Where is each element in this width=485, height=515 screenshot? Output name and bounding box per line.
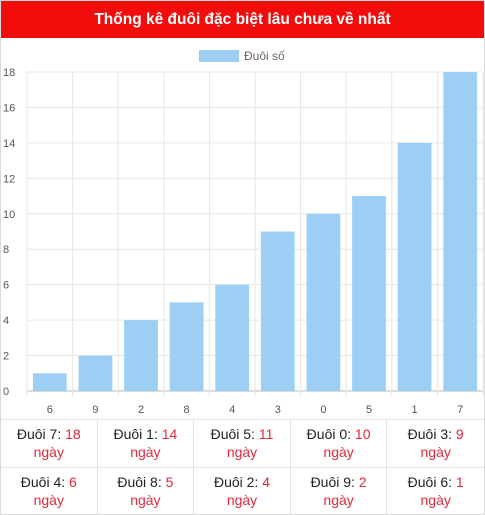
legend-label: Đuôi số [244,49,285,63]
stat-cell: Đuôi 7: 18 ngày [1,419,98,467]
stat-value: 6 [69,473,77,490]
y-tick-label: 4 [3,315,9,327]
stat-unit: ngày [33,491,64,508]
y-tick-label: 16 [3,102,15,114]
y-tick-label: 12 [3,173,15,185]
stat-label: Đuôi 1: [113,426,162,443]
stat-label: Đuôi 2: [213,473,263,490]
bar[interactable] [169,302,204,391]
stat-label: Đuôi 6: [407,473,456,490]
x-tick-label: 3 [275,404,281,416]
x-tick-label: 2 [138,404,144,416]
stat-label: Đuôi 5: [210,426,259,443]
stat-line: Đuôi 0: 10 [307,425,371,443]
stat-value: 10 [354,426,371,443]
bar[interactable] [32,373,67,391]
bar[interactable] [397,142,432,391]
bar[interactable] [260,231,295,392]
stat-unit: ngày [323,491,354,508]
stat-cell: Đuôi 0: 10 ngày [290,419,388,467]
stat-cell: Đuôi 2: 4 ngày [194,466,291,514]
stat-line: Đuôi 5: 11 [211,425,274,443]
stat-value: 5 [165,473,174,490]
stat-cell: Đuôi 8: 5 ngày [97,466,195,514]
stat-unit: ngày [420,444,451,461]
y-tick-label: 0 [3,386,9,398]
stat-line: Đuôi 8: 5 [117,473,173,491]
stat-cell: Đuôi 4: 6 ngày [1,466,98,514]
stat-label: Đuôi 8: [117,473,166,490]
stat-value: 9 [455,426,464,443]
y-tick-label: 18 [3,67,15,79]
stat-cell: Đuôi 9: 2 ngày [290,466,388,514]
stats-grid: Đuôi 7: 18 ngày Đuôi 1: 14 ngày Đuôi 5: 11 ng… [1,419,484,514]
stat-unit: ngày [130,491,161,508]
stat-unit: ngày [226,491,258,508]
stat-cell: Đuôi 1: 14 ngày [97,419,195,467]
stat-unit: ngày [33,444,64,461]
stat-value: 2 [358,473,367,490]
bar[interactable] [124,320,158,391]
y-tick-label: 14 [3,138,15,150]
stat-label: Đuôi 7: [16,426,66,443]
y-tick-label: 2 [3,351,9,363]
x-tick-label: 8 [184,404,190,416]
x-tick-label: 0 [320,404,326,416]
stat-unit: ngày [226,444,258,461]
legend-swatch [199,50,239,62]
stat-line: Đuôi 3: 9 [408,425,464,443]
stat-line: Đuôi 2: 4 [214,473,270,491]
stat-label: Đuôi 3: [407,426,456,443]
bar[interactable] [215,284,250,391]
x-tick-label: 5 [366,404,372,416]
chart-legend[interactable]: Đuôi số [199,49,285,63]
x-tick-label: 7 [457,404,463,416]
stat-value: 1 [455,473,464,490]
stat-unit: ngày [323,444,354,461]
chart-header: Thống kê đuôi đặc biệt lâu chưa về nhất [1,1,484,38]
stat-line: Đuôi 6: 1 [408,473,464,491]
x-tick-label: 4 [229,404,235,416]
stat-cell: Đuôi 3: 9 ngày [387,419,484,467]
stat-line: Đuôi 1: 14 [113,425,177,443]
stat-value: 14 [161,426,178,443]
chart-area: 0 2 4 6 8 10 12 14 16 18 6 9 2 8 4 3 0 5 1 7 Đuôi số [1,38,484,418]
x-tick-label: 9 [92,404,98,416]
stat-label: Đuôi 4: [20,473,70,490]
stat-line: Đuôi 9: 2 [311,473,367,491]
stat-unit: ngày [420,491,451,508]
y-axis-ticks: 0 2 4 6 8 10 12 14 16 18 [3,67,15,398]
stat-label: Đuôi 9: [310,473,359,490]
stat-label: Đuôi 0: [306,426,355,443]
chart-bars [32,72,478,392]
stat-cell: Đuôi 5: 11 ngày [194,419,291,467]
x-tick-label: 6 [47,404,53,416]
stat-value: 4 [262,473,271,490]
bar[interactable] [443,72,478,391]
stat-cell: Đuôi 6: 1 ngày [387,466,484,515]
stat-value: 18 [65,426,81,443]
page-title: Thống kê đuôi đặc biệt lâu chưa về nhất [94,10,391,28]
y-tick-label: 10 [3,209,15,221]
stat-line: Đuôi 7: 18 [17,425,81,443]
bar-chart: 0 2 4 6 8 10 12 14 16 18 6 9 2 8 4 3 0 5 1 7 Đuôi số [3,49,484,416]
bar[interactable] [352,196,386,391]
chart-grid [26,71,484,397]
y-tick-label: 6 [3,280,9,292]
stat-value: 11 [258,426,274,443]
y-tick-label: 8 [3,244,9,256]
bar[interactable] [78,355,113,391]
x-axis-ticks: 6 9 2 8 4 3 0 5 1 7 [47,404,464,416]
stat-unit: ngày [130,444,161,461]
x-tick-label: 1 [412,404,418,416]
bar[interactable] [306,213,341,391]
stat-line: Đuôi 4: 6 [21,473,77,491]
